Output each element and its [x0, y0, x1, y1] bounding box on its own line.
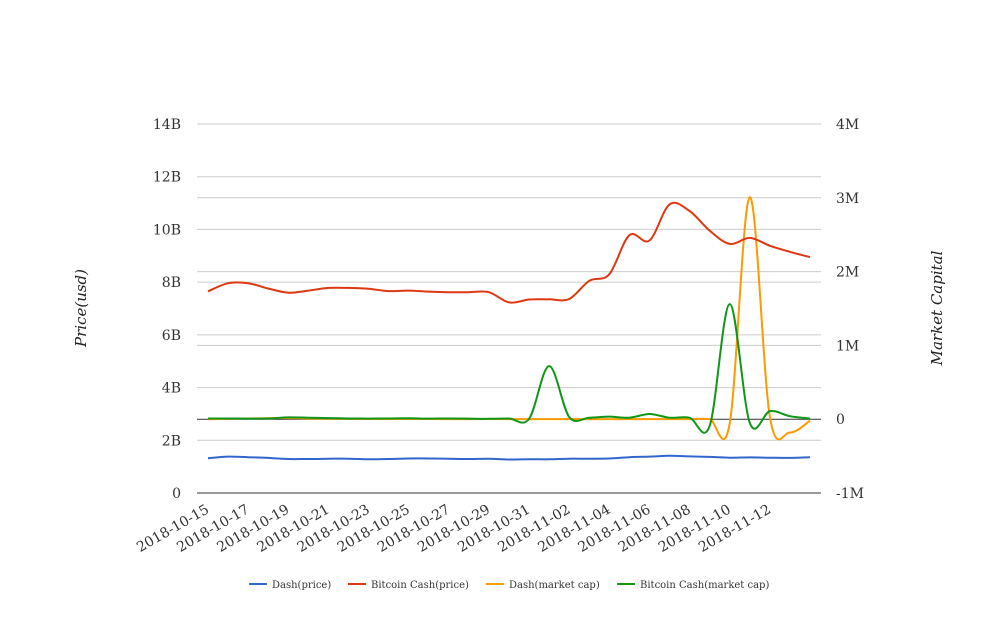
legend-label: Bitcoin Cash(market cap): [640, 580, 769, 591]
left-tick-labels: 0 2B 4B 6B 8B 10B 12B 14B: [153, 117, 181, 502]
series-line-bitcoin-cash-market-cap: [207, 303, 811, 434]
series-line-dash-price: [207, 454, 811, 461]
y-axis-label-left: Price(usd): [72, 269, 90, 348]
right-tick-label: 1M: [836, 338, 859, 354]
legend-label: Dash(market cap): [509, 580, 600, 591]
x-tick-labels: 2018-10-152018-10-172018-10-192018-10-21…: [134, 502, 774, 556]
legend-label: Bitcoin Cash(price): [371, 580, 469, 591]
series-layer: [207, 196, 811, 461]
left-tick-label: 6B: [162, 328, 181, 344]
right-tick-labels: -1M 0 1M 2M 3M 4M: [836, 117, 864, 502]
left-tick-label: 0: [172, 486, 181, 502]
right-tick-label: 4M: [836, 117, 859, 133]
right-tick-label: 0: [836, 412, 845, 428]
left-tick-label: 2B: [162, 433, 181, 449]
series-line-bitcoin-cash-price: [207, 201, 811, 304]
grid-lines-right-axis: [197, 123, 821, 420]
right-tick-label: 2M: [836, 265, 859, 281]
left-tick-label: 12B: [153, 170, 181, 186]
left-tick-label: 4B: [162, 381, 181, 397]
left-tick-label: 10B: [153, 222, 181, 238]
grid-lines-left-axis: [197, 123, 821, 441]
legend: Dash(price) Bitcoin Cash(price) Dash(marke…: [249, 580, 769, 591]
legend-label: Dash(price): [272, 580, 331, 591]
series-line-dash-market-cap: [207, 196, 811, 441]
left-tick-label: 8B: [162, 275, 181, 291]
right-tick-label: -1M: [836, 486, 864, 502]
left-tick-label: 14B: [153, 117, 181, 133]
y-axis-label-right: Market Capital: [928, 250, 946, 366]
right-tick-label: 3M: [836, 191, 859, 207]
